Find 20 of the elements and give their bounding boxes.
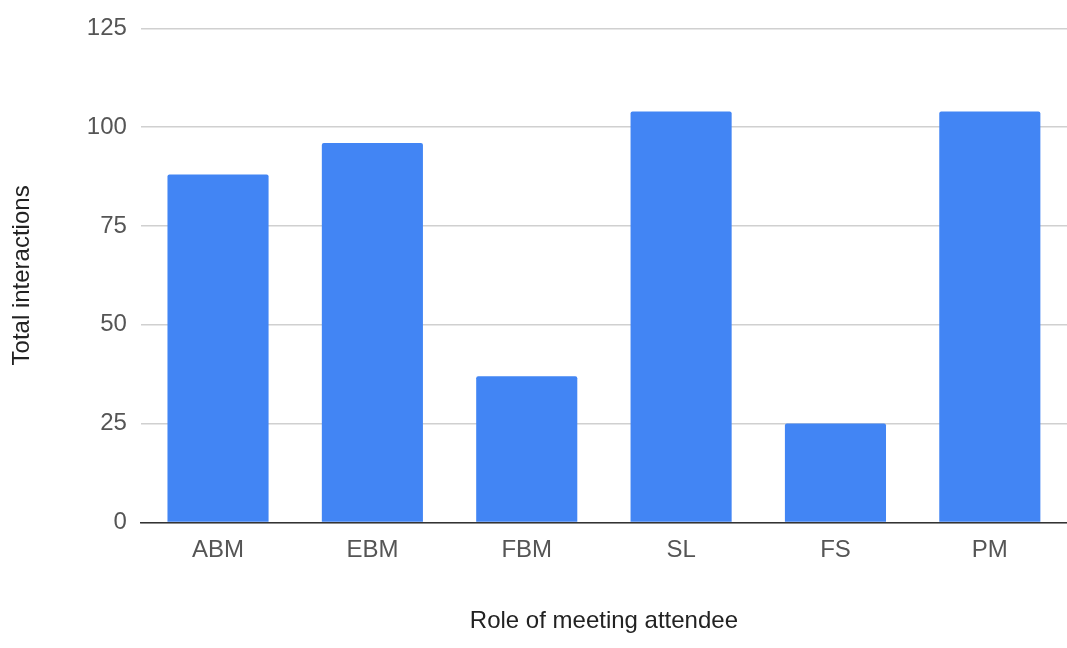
x-tick-label: FBM — [501, 535, 553, 563]
x-tick-label: ABM — [192, 535, 245, 563]
x-tick-label: SL — [666, 535, 696, 563]
x-tick-label: EBM — [346, 535, 399, 563]
bar — [321, 143, 423, 522]
y-tick-label: 0 — [113, 507, 127, 535]
x-axis-title: Role of meeting attendee — [469, 606, 739, 634]
y-tick-label: 25 — [100, 408, 127, 436]
bar — [630, 111, 732, 522]
bar — [939, 111, 1041, 522]
y-axis-title: Total interactions — [7, 185, 35, 366]
y-tick-label: 125 — [86, 13, 127, 41]
bar — [476, 376, 578, 522]
y-tick-label: 100 — [86, 111, 127, 139]
bar — [167, 174, 269, 522]
x-tick-label: FS — [820, 535, 851, 563]
bar — [784, 423, 887, 522]
x-tick-label: PM — [971, 535, 1008, 563]
y-tick-label: 75 — [100, 210, 127, 238]
y-tick-label: 50 — [100, 309, 127, 337]
